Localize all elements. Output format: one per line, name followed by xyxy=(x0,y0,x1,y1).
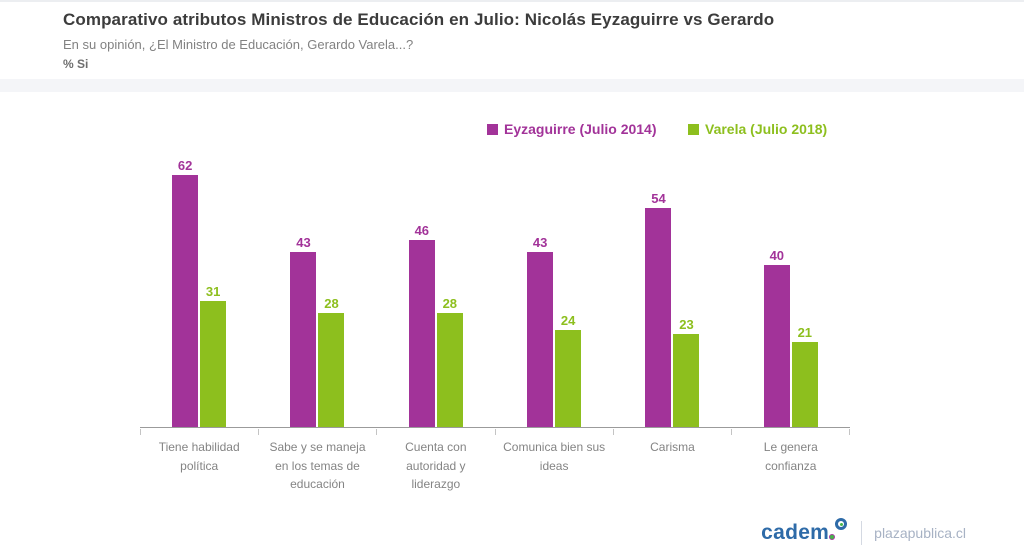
category-label: Comunica bien sus ideas xyxy=(503,440,606,473)
axis-tick-cell xyxy=(614,429,732,435)
bar xyxy=(791,342,818,427)
metric-label: % Si xyxy=(63,57,89,71)
bar-column: 40 xyxy=(763,248,790,427)
category-label: Sabe y se maneja en los temas de educaci… xyxy=(269,440,366,492)
bar-value-label: 28 xyxy=(324,296,339,311)
bar-column: 21 xyxy=(791,325,818,427)
legend-label-varela: Varela (Julio 2018) xyxy=(705,121,828,137)
footer-site-link[interactable]: plazapublica.cl xyxy=(874,525,966,541)
axis-tick-cell xyxy=(496,429,614,435)
x-axis-category-labels: Tiene habilidad política Sabe y se maneja… xyxy=(140,438,850,494)
category-group: 43 28 xyxy=(258,152,376,427)
bar-column: 24 xyxy=(555,313,582,427)
legend-label-eyzaguirre: Eyzaguirre (Julio 2014) xyxy=(504,121,657,137)
category-label: Cuenta con autoridad y liderazgo xyxy=(405,440,467,492)
bar xyxy=(527,252,554,427)
bar-column: 28 xyxy=(318,296,345,427)
bar-value-label: 23 xyxy=(679,317,694,332)
category-group: 46 28 xyxy=(377,152,495,427)
axis-tick-cell xyxy=(377,429,496,435)
legend-item-eyzaguirre: Eyzaguirre (Julio 2014) xyxy=(487,121,657,137)
footer: cadem plazapublica.cl xyxy=(761,517,966,549)
bar-value-label: 40 xyxy=(769,248,785,263)
category-group: 54 23 xyxy=(613,152,731,427)
bar-column: 46 xyxy=(408,223,435,427)
bar-column: 28 xyxy=(436,296,463,427)
bar-column: 54 xyxy=(645,191,672,427)
page-title: Comparativo atributos Ministros de Educa… xyxy=(63,10,775,29)
bar-column: 43 xyxy=(290,235,317,427)
bar-chart-plot-area: 62 31 43 28 46 28 43 24 54 23 40 21 xyxy=(140,152,850,428)
x-axis-ticks xyxy=(140,429,851,435)
header-divider-band xyxy=(0,79,1024,92)
legend-swatch-eyzaguirre xyxy=(487,123,498,135)
cadem-logo-ring-icon xyxy=(835,518,848,530)
category-group: 43 24 xyxy=(495,152,613,427)
bar-value-label: 28 xyxy=(442,296,458,311)
bar xyxy=(763,265,790,427)
axis-tick-cell xyxy=(259,429,378,435)
bar xyxy=(555,330,582,427)
bar xyxy=(172,175,199,427)
bar-value-label: 43 xyxy=(532,235,548,250)
bar-value-label: 46 xyxy=(414,223,430,238)
chart-header: Comparativo atributos Ministros de Educa… xyxy=(63,10,1004,71)
bar-column: 31 xyxy=(200,284,227,427)
legend-swatch-varela xyxy=(688,123,699,135)
cadem-logo-text: cadem xyxy=(761,521,830,544)
legend-item-varela: Varela (Julio 2018) xyxy=(688,121,827,137)
axis-tick-cell xyxy=(140,429,260,435)
category-label: Tiene habilidad política xyxy=(158,440,240,473)
bar xyxy=(200,301,227,427)
bar-value-label: 62 xyxy=(177,158,193,173)
cadem-logo-small-dot-icon xyxy=(829,534,836,540)
bar-column: 23 xyxy=(673,317,700,427)
chart-subtitle: En su opinión, ¿El Ministro de Educación… xyxy=(63,37,414,52)
bar-value-label: 31 xyxy=(205,284,221,299)
bar xyxy=(645,208,672,427)
bar xyxy=(673,334,700,427)
category-label: Carisma xyxy=(650,440,695,454)
category-label: Le genera confianza xyxy=(763,440,818,473)
bar-value-label: 21 xyxy=(797,325,813,340)
category-group: 62 31 xyxy=(140,152,258,427)
bar-value-label: 24 xyxy=(560,313,576,328)
bar-column: 62 xyxy=(172,158,199,427)
bar xyxy=(318,313,345,427)
footer-separator xyxy=(861,521,863,545)
bar-column: 43 xyxy=(527,235,554,427)
cadem-logo: cadem xyxy=(761,518,848,545)
bar-value-label: 43 xyxy=(296,235,311,250)
axis-tick-cell xyxy=(732,429,851,435)
bar xyxy=(408,240,435,427)
category-group: 40 21 xyxy=(732,152,850,427)
bar xyxy=(290,252,317,427)
bar xyxy=(436,313,463,427)
bar-value-label: 54 xyxy=(651,191,666,206)
